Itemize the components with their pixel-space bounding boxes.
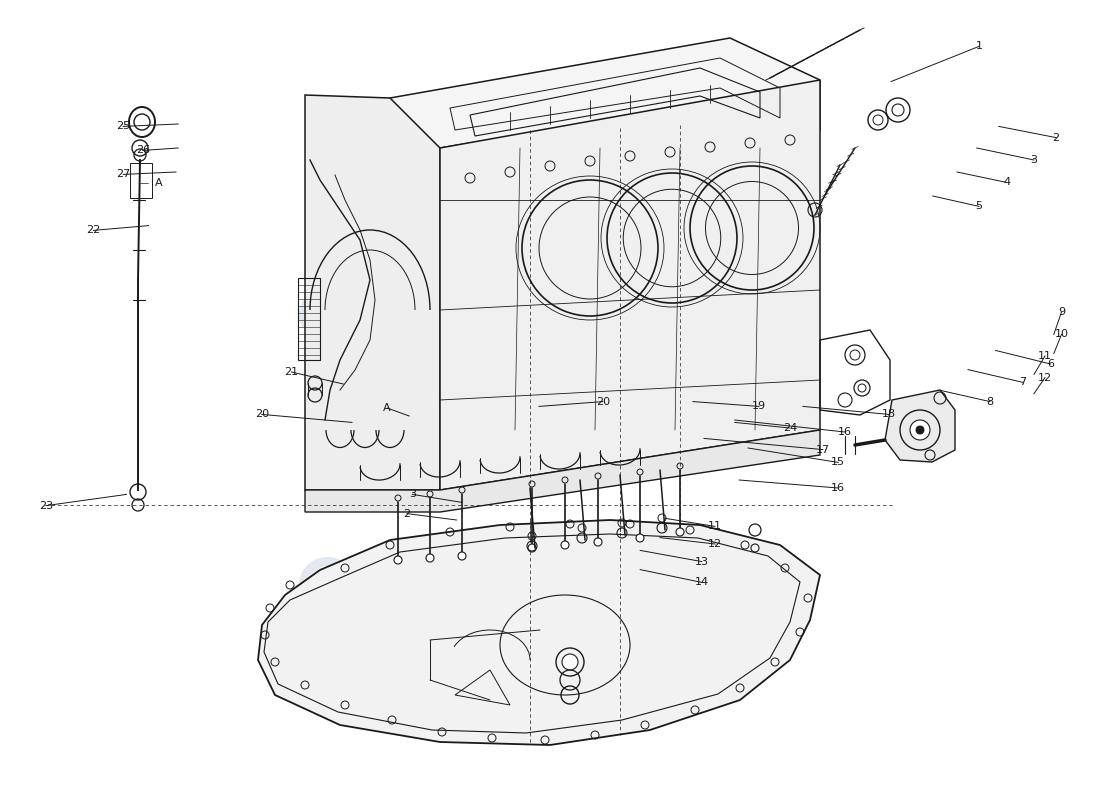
Text: 2: 2 xyxy=(1053,133,1059,142)
Polygon shape xyxy=(305,430,820,512)
Text: 6: 6 xyxy=(1047,359,1054,369)
Text: eurospares: eurospares xyxy=(296,541,804,619)
Polygon shape xyxy=(886,390,955,462)
Text: 15: 15 xyxy=(832,458,845,467)
Circle shape xyxy=(426,554,434,562)
Circle shape xyxy=(458,552,466,560)
Text: 3: 3 xyxy=(1031,155,1037,165)
Text: 23: 23 xyxy=(40,501,53,510)
Text: 5: 5 xyxy=(976,202,982,211)
Circle shape xyxy=(910,420,930,440)
Text: 25: 25 xyxy=(117,122,130,131)
Circle shape xyxy=(394,556,402,564)
Circle shape xyxy=(562,654,578,670)
Text: 7: 7 xyxy=(1020,378,1026,387)
Circle shape xyxy=(892,104,904,116)
Polygon shape xyxy=(440,80,820,490)
Text: 20: 20 xyxy=(596,397,609,406)
Text: 14: 14 xyxy=(695,578,708,587)
Text: A: A xyxy=(384,403,390,413)
Text: 19: 19 xyxy=(752,402,766,411)
Text: 18: 18 xyxy=(882,410,895,419)
Circle shape xyxy=(528,544,536,552)
Text: 17: 17 xyxy=(816,445,829,454)
Text: 12: 12 xyxy=(1038,373,1052,382)
Text: 4: 4 xyxy=(1003,178,1010,187)
Circle shape xyxy=(134,114,150,130)
Text: 27: 27 xyxy=(117,170,130,179)
Circle shape xyxy=(850,350,860,360)
Text: 1: 1 xyxy=(976,42,982,51)
Circle shape xyxy=(594,538,602,546)
Circle shape xyxy=(561,541,569,549)
Text: 16: 16 xyxy=(838,427,851,437)
Circle shape xyxy=(858,384,866,392)
Text: 20: 20 xyxy=(255,410,268,419)
Text: 2: 2 xyxy=(404,509,410,518)
Text: 12: 12 xyxy=(708,539,722,549)
Text: 22: 22 xyxy=(87,226,100,235)
Circle shape xyxy=(916,426,924,434)
Text: 16: 16 xyxy=(832,483,845,493)
Text: 26: 26 xyxy=(136,146,150,155)
Polygon shape xyxy=(305,95,440,490)
Text: eurospares: eurospares xyxy=(296,271,804,349)
Text: A: A xyxy=(155,178,163,188)
Text: 21: 21 xyxy=(285,367,298,377)
Text: 11: 11 xyxy=(708,522,722,531)
Text: 3: 3 xyxy=(409,490,416,499)
Text: 13: 13 xyxy=(695,557,708,566)
Text: 10: 10 xyxy=(1055,330,1068,339)
Polygon shape xyxy=(258,520,820,745)
Circle shape xyxy=(636,534,644,542)
Text: 24: 24 xyxy=(783,423,796,433)
Text: 8: 8 xyxy=(987,397,993,406)
Text: 9: 9 xyxy=(1058,307,1065,317)
Polygon shape xyxy=(390,38,820,148)
Circle shape xyxy=(676,528,684,536)
Text: 11: 11 xyxy=(1038,351,1052,361)
